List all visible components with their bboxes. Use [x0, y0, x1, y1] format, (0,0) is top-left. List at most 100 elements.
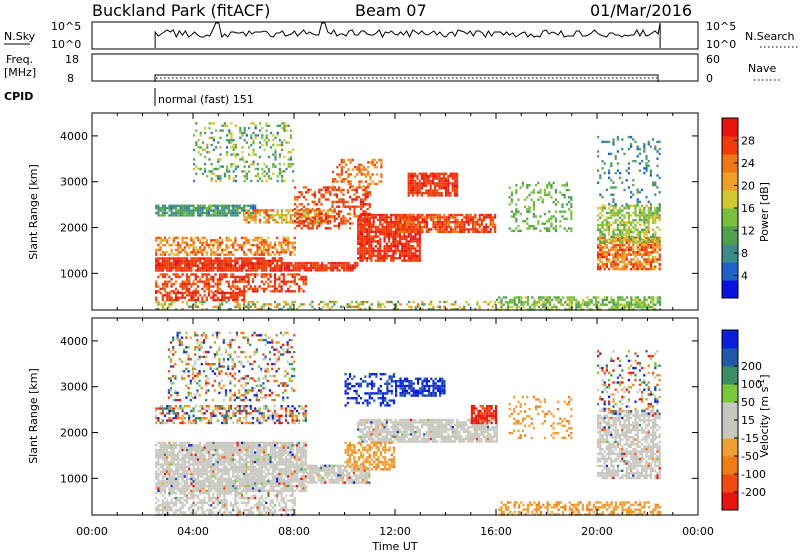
heat-cell: [219, 136, 222, 139]
heat-cell: [196, 480, 200, 483]
heat-cell: [414, 252, 417, 255]
heat-cell: [247, 282, 250, 286]
heat-cell: [414, 235, 417, 238]
heat-cell: [329, 219, 332, 223]
heat-cell: [281, 261, 284, 265]
heat-cell: [238, 246, 241, 249]
heat-cell: [650, 305, 653, 309]
heat-cell: [420, 184, 423, 187]
heat-cell: [259, 141, 262, 144]
heat-cell: [561, 215, 564, 218]
heat-cell: [385, 257, 388, 260]
heat-cell: [630, 296, 633, 299]
heat-cell: [472, 216, 475, 219]
heat-cell: [396, 235, 399, 238]
heat-cell: [218, 269, 222, 272]
heat-cell: [649, 251, 652, 254]
heat-cell: [627, 214, 630, 217]
heat-cell: [485, 230, 488, 233]
heat-cell: [641, 209, 644, 212]
heat-cell: [365, 240, 369, 243]
heat-cell: [614, 243, 617, 247]
heat-cell: [654, 251, 657, 254]
heat-cell: [254, 134, 257, 137]
heat-cell: [199, 448, 202, 452]
heat-cell: [385, 235, 388, 238]
heat-cell: [201, 465, 204, 469]
heat-cell: [561, 184, 564, 187]
heat-cell: [294, 207, 297, 211]
heat-cell: [276, 287, 279, 291]
heat-cell: [438, 179, 441, 183]
heat-cell: [183, 280, 186, 283]
heat-cell: [278, 170, 281, 173]
heat-cell: [409, 191, 412, 195]
heat-cell: [542, 301, 545, 304]
heat-cell: [280, 280, 283, 283]
nave-tick-top: 60: [706, 53, 720, 66]
heat-cell: [414, 233, 417, 236]
heat-cell: [157, 209, 160, 212]
heat-cell: [419, 230, 422, 233]
heat-cell: [210, 243, 213, 247]
heat-cell: [157, 290, 160, 293]
heat-cell: [627, 231, 630, 234]
heat-cell: [371, 161, 374, 164]
heat-cell: [619, 246, 622, 249]
heat-cell: [201, 470, 204, 473]
heat-cell: [183, 211, 186, 215]
heat-cell: [188, 453, 191, 457]
heat-cell: [318, 200, 321, 204]
heat-cell: [223, 172, 226, 175]
heat-cell: [263, 139, 266, 142]
heat-cell: [634, 260, 637, 264]
heat-cell: [188, 460, 191, 464]
heat-cell: [614, 203, 617, 206]
heat-cell: [170, 290, 173, 293]
heat-cell: [399, 228, 402, 231]
heat-cell: [207, 290, 211, 293]
heat-cell: [420, 191, 423, 195]
heat-cell: [203, 280, 206, 283]
heat-cell: [347, 168, 350, 171]
heat-cell: [318, 209, 321, 212]
heat-cell: [645, 155, 648, 158]
heat-cell: [155, 470, 158, 473]
heat-cell: [170, 264, 173, 267]
heat-cell: [305, 186, 308, 189]
heat-cell: [632, 240, 635, 243]
heat-cell: [199, 239, 202, 242]
heat-cell: [172, 453, 175, 457]
heat-cell: [561, 210, 564, 213]
heat-cell: [423, 179, 426, 183]
heat-cell: [172, 487, 175, 490]
heat-cell: [638, 216, 641, 219]
heat-cell: [616, 135, 619, 139]
heat-cell: [342, 222, 345, 225]
heat-cell: [344, 205, 347, 208]
heat-cell: [601, 260, 604, 264]
heat-cell: [172, 241, 175, 244]
heat-cell: [403, 230, 406, 233]
heat-cell: [362, 168, 365, 171]
heat-cell: [314, 266, 317, 270]
heat-cell: [196, 465, 200, 469]
heat-cell: [557, 301, 560, 304]
heat-cell: [159, 456, 162, 459]
heat-cell: [623, 188, 626, 192]
heat-cell: [467, 213, 470, 217]
heat-cell: [351, 222, 354, 225]
heat-cell: [281, 122, 284, 125]
heat-cell: [376, 249, 380, 253]
heat-cell: [638, 207, 641, 210]
heat-cell: [612, 253, 615, 256]
heat-cell: [559, 224, 562, 228]
heat-cell: [199, 146, 202, 149]
heat-cell: [564, 301, 567, 304]
heat-cell: [192, 259, 195, 263]
heat-cell: [179, 458, 182, 461]
heat-cell: [166, 262, 169, 265]
heat-cell: [333, 303, 336, 306]
heat-cell: [155, 236, 158, 240]
heat-cell: [192, 303, 195, 306]
